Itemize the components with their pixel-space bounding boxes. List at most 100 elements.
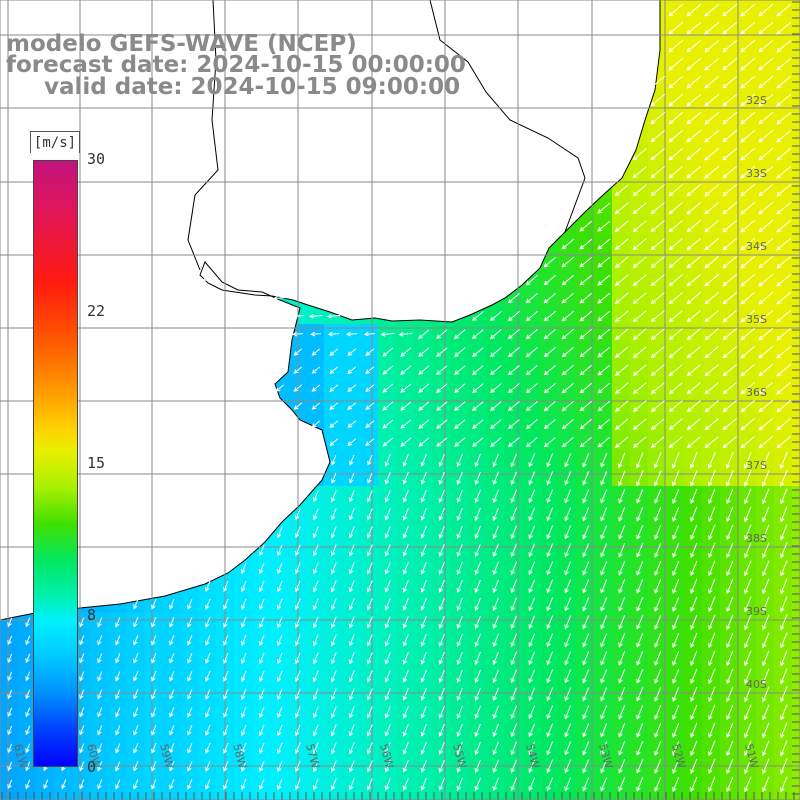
wind-arrow (330, 688, 337, 701)
wind-speed-cell (0, 738, 18, 756)
wind-arrow (650, 130, 666, 143)
wind-arrow (525, 274, 538, 286)
wind-speed-cell (738, 270, 756, 288)
wind-arrow (704, 436, 719, 449)
wind-speed-cell (792, 504, 800, 522)
wind-speed-cell (720, 702, 738, 720)
wind-arrow (704, 147, 720, 161)
wind-arrow (672, 596, 680, 612)
wind-arrow (311, 420, 321, 428)
wind-arrow (420, 777, 427, 791)
wind-arrow (672, 650, 680, 666)
wind-speed-cell (576, 288, 594, 306)
wind-speed-cell (270, 666, 288, 684)
wind-speed-cell (720, 36, 738, 54)
wind-arrow (115, 743, 121, 754)
wind-arrow (327, 331, 340, 337)
wind-speed-cell (648, 504, 666, 522)
wind-arrow (474, 669, 481, 684)
wind-speed-cell (270, 540, 288, 558)
wind-arrow (438, 453, 445, 467)
wind-arrow (546, 741, 554, 756)
wind-arrow (490, 419, 502, 430)
wind-arrow (636, 669, 644, 684)
wind-speed-cell (666, 234, 684, 252)
wind-speed-cell (792, 540, 800, 558)
wind-speed-cell (576, 342, 594, 360)
wind-arrow (614, 436, 629, 448)
wind-speed-cell (720, 738, 738, 756)
wind-speed-cell (720, 612, 738, 630)
wind-speed-cell (324, 594, 342, 612)
wind-arrow (528, 705, 536, 720)
wind-arrow (223, 652, 229, 664)
wind-speed-cell (324, 540, 342, 558)
wind-arrow (597, 436, 610, 448)
wind-arrow (276, 526, 283, 539)
wind-arrow (294, 778, 301, 791)
wind-speed-cell (756, 738, 774, 756)
wind-speed-cell (306, 702, 324, 720)
wind-arrow (384, 652, 391, 665)
wind-arrow (453, 347, 466, 358)
wind-speed-cell (612, 648, 630, 666)
wind-arrow (367, 473, 373, 484)
wind-speed-cell (324, 576, 342, 594)
wind-speed-cell (126, 630, 144, 648)
wind-arrow (654, 506, 662, 522)
wind-speed-cell (792, 288, 800, 306)
wind-speed-cell (558, 774, 576, 792)
wind-arrow (780, 686, 788, 703)
wind-speed-cell (774, 756, 792, 774)
wind-speed-cell (612, 594, 630, 612)
wind-arrow (722, 255, 738, 269)
wind-arrow (366, 778, 373, 791)
wind-arrow (654, 722, 662, 738)
wind-arrow (618, 705, 626, 720)
wind-speed-cell (378, 360, 396, 378)
wind-speed-cell (576, 648, 594, 666)
wind-arrow (780, 488, 788, 505)
wind-speed-cell (522, 522, 540, 540)
wind-arrow (294, 652, 301, 665)
wind-arrow (744, 542, 752, 559)
wind-arrow (276, 670, 283, 683)
wind-arrow (79, 635, 85, 646)
wind-speed-cell (108, 648, 126, 666)
wind-speed-cell (738, 324, 756, 342)
wind-speed-cell (648, 270, 666, 288)
wind-arrow (668, 165, 684, 179)
wind-arrow (7, 617, 13, 628)
wind-arrow (507, 311, 520, 322)
wind-arrow (780, 524, 788, 541)
wind-speed-cell (756, 450, 774, 468)
wind-speed-cell (126, 612, 144, 630)
wind-speed-cell (54, 774, 72, 792)
wind-arrow (654, 452, 662, 469)
wind-speed-cell (108, 702, 126, 720)
wind-arrow (758, 363, 774, 377)
wind-speed-cell (594, 216, 612, 234)
wind-arrow (704, 400, 719, 413)
wind-arrow (25, 743, 31, 754)
wind-arrow (25, 671, 31, 682)
wind-arrow (561, 328, 574, 340)
wind-speed-cell (666, 666, 684, 684)
wind-arrow (744, 560, 752, 577)
wind-arrow (722, 21, 738, 35)
wind-speed-cell (720, 576, 738, 594)
wind-arrow (600, 597, 608, 612)
wind-arrow (312, 778, 319, 791)
wind-speed-cell (576, 270, 594, 288)
lat-label: 35S (746, 313, 767, 326)
wind-speed-cell (792, 486, 800, 504)
wind-speed-cell (414, 720, 432, 738)
wind-speed-cell (738, 342, 756, 360)
wind-arrow (546, 669, 554, 684)
wind-speed-cell (450, 702, 468, 720)
wind-speed-cell (684, 702, 702, 720)
wind-arrow (686, 147, 702, 161)
wind-arrow (725, 451, 734, 469)
wind-speed-cell (558, 306, 576, 324)
wind-arrow (600, 543, 608, 558)
